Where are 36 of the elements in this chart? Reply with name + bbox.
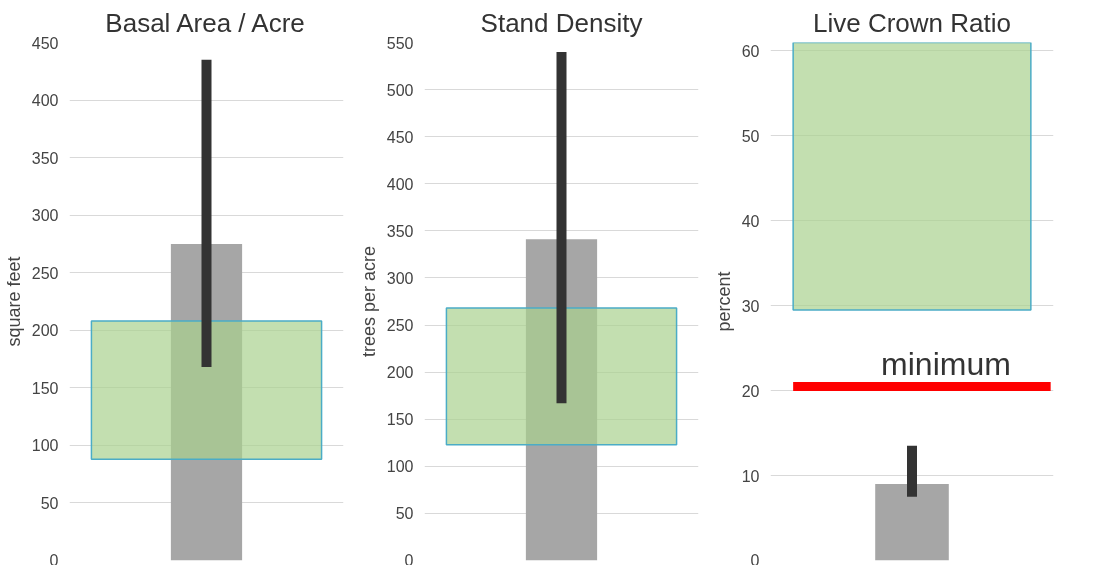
y-tick-label: 250: [31, 264, 59, 282]
y-tick-label: 500: [386, 81, 414, 99]
y-axis-title: percent: [713, 271, 734, 332]
y-tick-label: 0: [750, 551, 760, 569]
y-tick-label: 400: [31, 92, 59, 110]
y-tick-label: 350: [386, 222, 414, 240]
y-tick-label: 100: [31, 437, 59, 455]
y-tick-label: 50: [40, 494, 59, 512]
chart-title: Live Crown Ratio: [813, 7, 1011, 38]
chart-title: Stand Density: [480, 7, 643, 38]
y-tick-label: 50: [741, 127, 760, 145]
y-tick-label: 450: [386, 128, 414, 146]
y-tick-label: 250: [386, 317, 414, 335]
y-tick-label: 0: [49, 551, 59, 569]
y-axis-title: trees per acre: [358, 245, 379, 358]
y-tick-label: 200: [386, 364, 414, 382]
y-tick-label: 40: [741, 212, 760, 230]
y-tick-label: 50: [395, 505, 414, 523]
y-tick-label: 150: [386, 411, 414, 429]
y-tick-label: 550: [386, 34, 414, 52]
y-tick-label: 300: [31, 207, 59, 225]
y-tick-label: 400: [386, 175, 414, 193]
y-axis-title: square feet: [3, 256, 24, 347]
y-tick-label: 100: [386, 458, 414, 476]
y-tick-label: 20: [741, 382, 760, 400]
chart-title: Basal Area / Acre: [105, 7, 305, 38]
y-tick-label: 150: [31, 379, 59, 397]
y-tick-label: 60: [741, 42, 760, 60]
ref-line-label: minimum: [881, 346, 1011, 383]
y-tick-label: 450: [31, 34, 59, 52]
y-tick-label: 10: [741, 467, 760, 485]
y-tick-label: 30: [741, 297, 760, 315]
y-tick-label: 300: [386, 269, 414, 287]
y-tick-label: 0: [404, 551, 414, 569]
y-tick-label: 200: [31, 322, 59, 340]
y-tick-label: 350: [31, 149, 59, 167]
